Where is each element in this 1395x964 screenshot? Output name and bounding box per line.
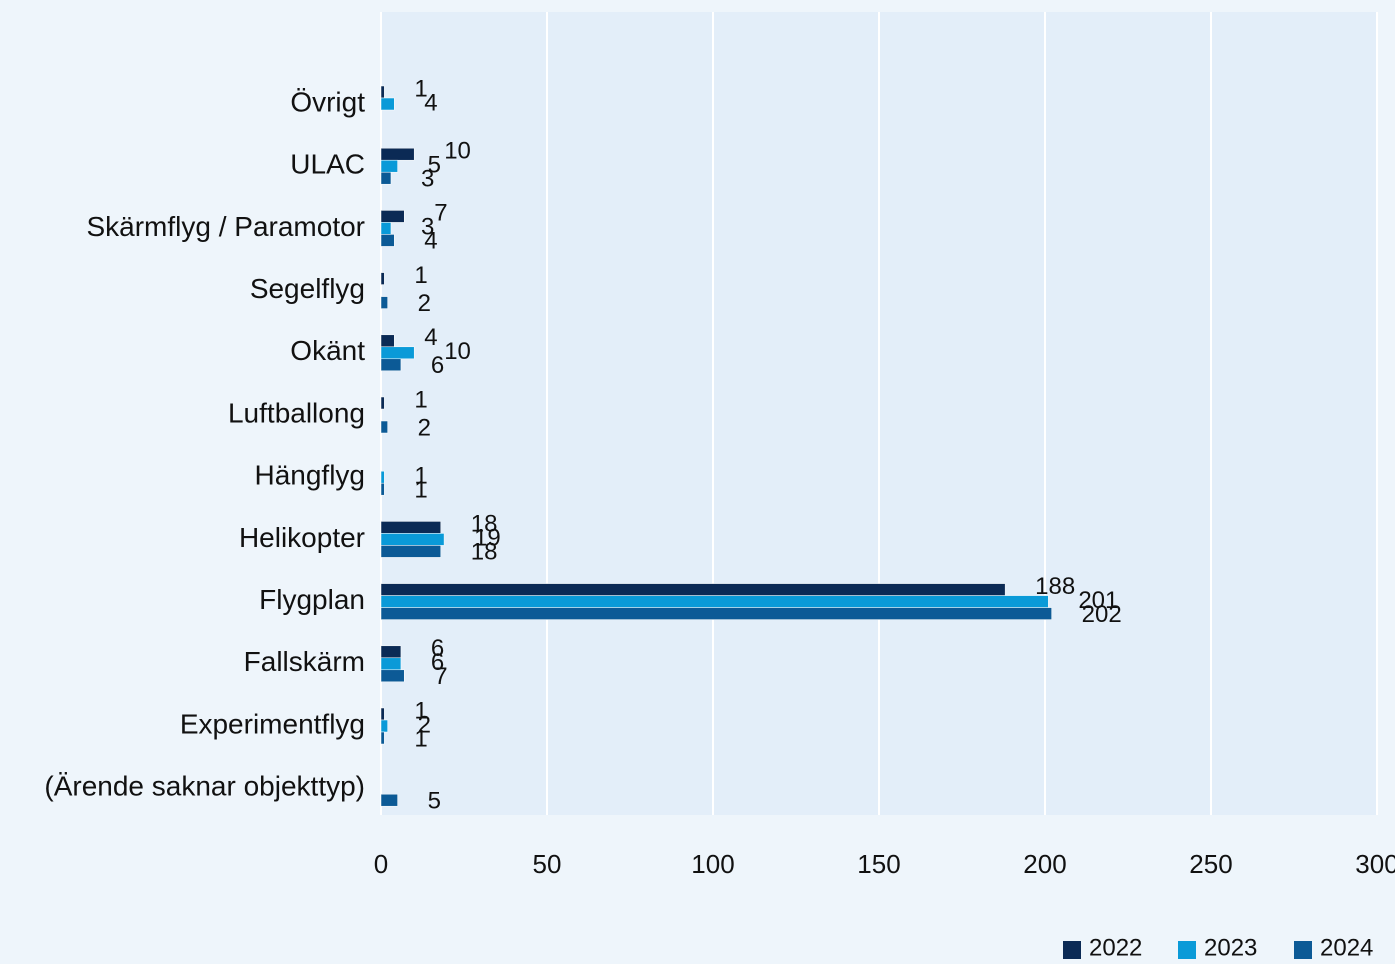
value-label: 18 <box>471 539 498 566</box>
bar <box>380 420 388 434</box>
bar <box>380 97 395 111</box>
value-label: 2 <box>418 414 431 441</box>
value-label: 3 <box>421 166 434 193</box>
bar <box>380 210 405 223</box>
bar <box>380 222 392 235</box>
legend-swatch <box>1178 941 1196 959</box>
value-label: 2 <box>418 290 431 317</box>
value-label: 10 <box>444 338 471 365</box>
value-label: 1 <box>414 75 427 102</box>
value-label: 1 <box>414 697 427 724</box>
x-tick-label: 200 <box>1023 849 1066 879</box>
x-tick-label: 300 <box>1355 849 1395 879</box>
bar <box>380 159 398 173</box>
category-label: ULAC <box>290 149 365 180</box>
bar <box>380 396 385 410</box>
bar <box>380 545 442 558</box>
x-tick-label: 150 <box>857 849 900 879</box>
bar <box>380 147 415 161</box>
bar <box>380 719 388 733</box>
category-label: Helikopter <box>239 522 365 553</box>
value-label: 4 <box>424 228 437 255</box>
bar <box>380 358 402 372</box>
value-label: 6 <box>431 649 444 676</box>
value-label: 10 <box>444 138 471 165</box>
value-label: 1 <box>414 262 427 289</box>
bar <box>380 669 405 683</box>
bar <box>380 533 445 546</box>
value-label: 201 <box>1078 587 1118 614</box>
bar <box>380 707 385 721</box>
value-label: 6 <box>431 635 444 662</box>
bar <box>380 234 395 247</box>
bar <box>380 583 1006 596</box>
category-label: Segelflyg <box>250 273 365 304</box>
value-label: 3 <box>421 214 434 241</box>
value-label: 1 <box>414 386 427 413</box>
x-tick-label: 0 <box>374 849 388 879</box>
bar <box>380 645 402 659</box>
value-label: 18 <box>471 511 498 538</box>
bar <box>380 171 392 185</box>
legend-swatch <box>1294 941 1312 959</box>
value-label: 5 <box>428 152 441 179</box>
value-label: 2 <box>418 711 431 738</box>
bar <box>380 346 415 360</box>
category-label: Experimentflyg <box>180 708 365 739</box>
x-tick-label: 100 <box>691 849 734 879</box>
category-label: Hängflyg <box>254 460 365 491</box>
legend-label: 2023 <box>1204 934 1257 959</box>
category-label: Okänt <box>290 335 365 366</box>
bar <box>380 85 385 99</box>
legend-label: 2024 <box>1320 934 1373 959</box>
value-label: 6 <box>431 352 444 379</box>
value-label: 7 <box>434 663 447 690</box>
value-label: 202 <box>1082 601 1122 628</box>
category-label: Övrigt <box>290 86 365 117</box>
bar <box>380 296 388 309</box>
legend-label: 2022 <box>1089 934 1142 959</box>
category-label: Fallskärm <box>244 646 365 677</box>
bar <box>380 470 385 484</box>
bar <box>380 607 1052 620</box>
value-label: 1 <box>414 725 427 752</box>
value-label: 19 <box>474 525 501 552</box>
category-label: (Ärende saknar objekttyp) <box>44 771 365 802</box>
x-tick-label: 250 <box>1189 849 1232 879</box>
bar <box>380 595 1049 608</box>
value-label: 4 <box>424 324 437 351</box>
value-label: 1 <box>414 463 427 490</box>
value-label: 1 <box>414 477 427 504</box>
value-label: 5 <box>428 788 441 815</box>
bar <box>380 793 398 807</box>
x-tick-label: 50 <box>533 849 562 879</box>
bar <box>380 482 385 496</box>
legend-swatch <box>1063 941 1081 959</box>
bar <box>380 657 402 671</box>
category-label: Skärmflyg / Paramotor <box>86 211 365 242</box>
value-label: 4 <box>424 89 437 116</box>
bar <box>380 521 442 534</box>
bar <box>380 272 385 285</box>
value-label: 7 <box>434 200 447 227</box>
bar <box>380 334 395 348</box>
bar <box>380 731 385 745</box>
category-label: Flygplan <box>259 584 365 615</box>
category-label: Luftballong <box>228 397 365 428</box>
